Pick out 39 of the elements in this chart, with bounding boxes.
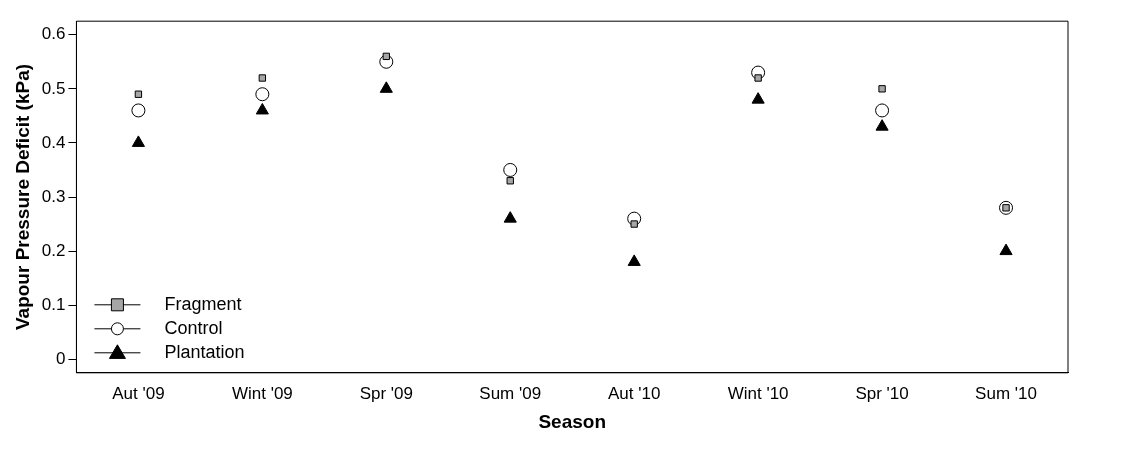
point bbox=[382, 52, 390, 61]
y-tick-label: 0 bbox=[55, 348, 66, 368]
x-tick-label: Aut '10 bbox=[607, 383, 661, 403]
point bbox=[754, 74, 762, 82]
point bbox=[255, 87, 270, 102]
point bbox=[255, 102, 269, 115]
y-tick-label: 0.2 bbox=[41, 240, 66, 260]
x-tick-label: Aut '09 bbox=[112, 383, 165, 403]
point bbox=[131, 135, 145, 147]
point bbox=[627, 254, 641, 266]
y-tick-label: 0.4 bbox=[41, 132, 66, 152]
point bbox=[503, 162, 518, 177]
point bbox=[134, 90, 143, 98]
point bbox=[379, 81, 393, 93]
point bbox=[131, 103, 146, 118]
point bbox=[258, 74, 267, 82]
point bbox=[503, 211, 517, 223]
point bbox=[506, 177, 514, 185]
x-tick-label: Wint '09 bbox=[231, 383, 293, 403]
point bbox=[630, 220, 638, 228]
x-tick-label: Sum '10 bbox=[975, 383, 1037, 403]
x-tick-label: Wint '10 bbox=[727, 383, 789, 403]
y-axis-title: Vapour Pressure Deficit (kPa) bbox=[11, 63, 33, 331]
x-tick-label: Sum '09 bbox=[479, 383, 542, 403]
legend-label: Fragment bbox=[164, 293, 242, 314]
x-tick-label: Spr '09 bbox=[359, 383, 413, 403]
point bbox=[875, 119, 889, 131]
point bbox=[875, 103, 890, 118]
point bbox=[751, 92, 765, 104]
x-tick-label: Spr '10 bbox=[855, 383, 909, 403]
legend-label: Plantation bbox=[164, 341, 245, 362]
y-tick-label: 0.3 bbox=[41, 186, 66, 206]
point bbox=[878, 85, 886, 93]
y-tick-label: 0.5 bbox=[41, 78, 66, 98]
legend-label: Control bbox=[164, 317, 223, 338]
y-tick-label: 0.6 bbox=[41, 24, 66, 44]
y-tick-label: 0.1 bbox=[41, 294, 66, 314]
x-axis-title: Season bbox=[538, 410, 607, 432]
point bbox=[999, 243, 1013, 256]
